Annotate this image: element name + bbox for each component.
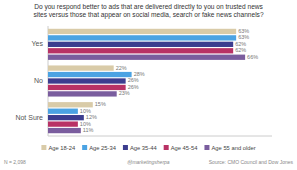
data-label: 15% [95, 101, 106, 107]
x-axis-line [48, 136, 272, 137]
bar [48, 65, 114, 70]
data-label: 26% [128, 84, 139, 90]
data-label: 63% [238, 28, 249, 34]
data-label: 22% [116, 65, 127, 71]
bar [48, 78, 126, 83]
data-label: 28% [134, 71, 145, 77]
data-label: 11% [83, 127, 94, 133]
data-label: 10% [80, 121, 91, 127]
title-line: sites versus those that appear on social… [33, 11, 264, 19]
legend-item: Age 55 and older [204, 145, 255, 151]
bar [48, 85, 126, 90]
bar [48, 29, 236, 34]
legend-label: Age 55 and older [211, 145, 255, 151]
bar [48, 35, 236, 40]
chart: Do you respond better to ads that are de… [0, 0, 297, 170]
bar [48, 48, 233, 53]
legend-label: Age 45-54 [171, 145, 199, 151]
bar [48, 102, 93, 107]
bar [48, 128, 81, 133]
legend-item: Age 45-54 [164, 145, 199, 151]
data-label: 62% [235, 41, 246, 47]
legend-label: Age 18-24 [48, 145, 76, 151]
legend-swatch [82, 145, 87, 150]
labels: Yes63%63%62%62%66%No22%28%26%26%23%Not S… [15, 28, 258, 133]
legend-swatch [41, 145, 46, 150]
category-label: Not Sure [15, 114, 43, 121]
legend-item: Age 18-24 [41, 145, 76, 151]
data-label: 23% [119, 90, 130, 96]
legend-item: Age 35-44 [123, 145, 158, 151]
data-label: 66% [247, 54, 258, 60]
bars [48, 29, 245, 133]
data-label: 63% [238, 34, 249, 40]
category-label: No [34, 77, 43, 84]
data-label: 62% [235, 47, 246, 53]
bar [48, 115, 84, 120]
data-label: 26% [128, 77, 139, 83]
title-line: Do you respond better to ads that are de… [34, 3, 263, 11]
legend-label: Age 25-34 [89, 145, 117, 151]
data-label: 10% [80, 108, 91, 114]
annotation: N = 2,098 [4, 159, 26, 165]
legend-item: Age 25-34 [82, 145, 117, 151]
legend-label: Age 35-44 [130, 145, 158, 151]
legend: Age 18-24 Age 25-34 Age 35-44 Age 45-54 Age … [41, 145, 255, 151]
bar [48, 109, 78, 114]
annotation: Ⓜmarketingsherpa [127, 159, 169, 165]
category-label: Yes [32, 40, 44, 47]
annotation: Source: CMO Council and Dow Jones [209, 159, 294, 165]
title: Do you respond better to ads that are de… [33, 3, 264, 19]
bar [48, 91, 117, 96]
bar [48, 55, 245, 60]
bar [48, 72, 132, 77]
bar [48, 121, 78, 126]
data-label: 12% [86, 114, 97, 120]
legend-swatch [164, 145, 169, 150]
legend-swatch [123, 145, 128, 150]
bar [48, 42, 233, 47]
legend-swatch [204, 145, 209, 150]
